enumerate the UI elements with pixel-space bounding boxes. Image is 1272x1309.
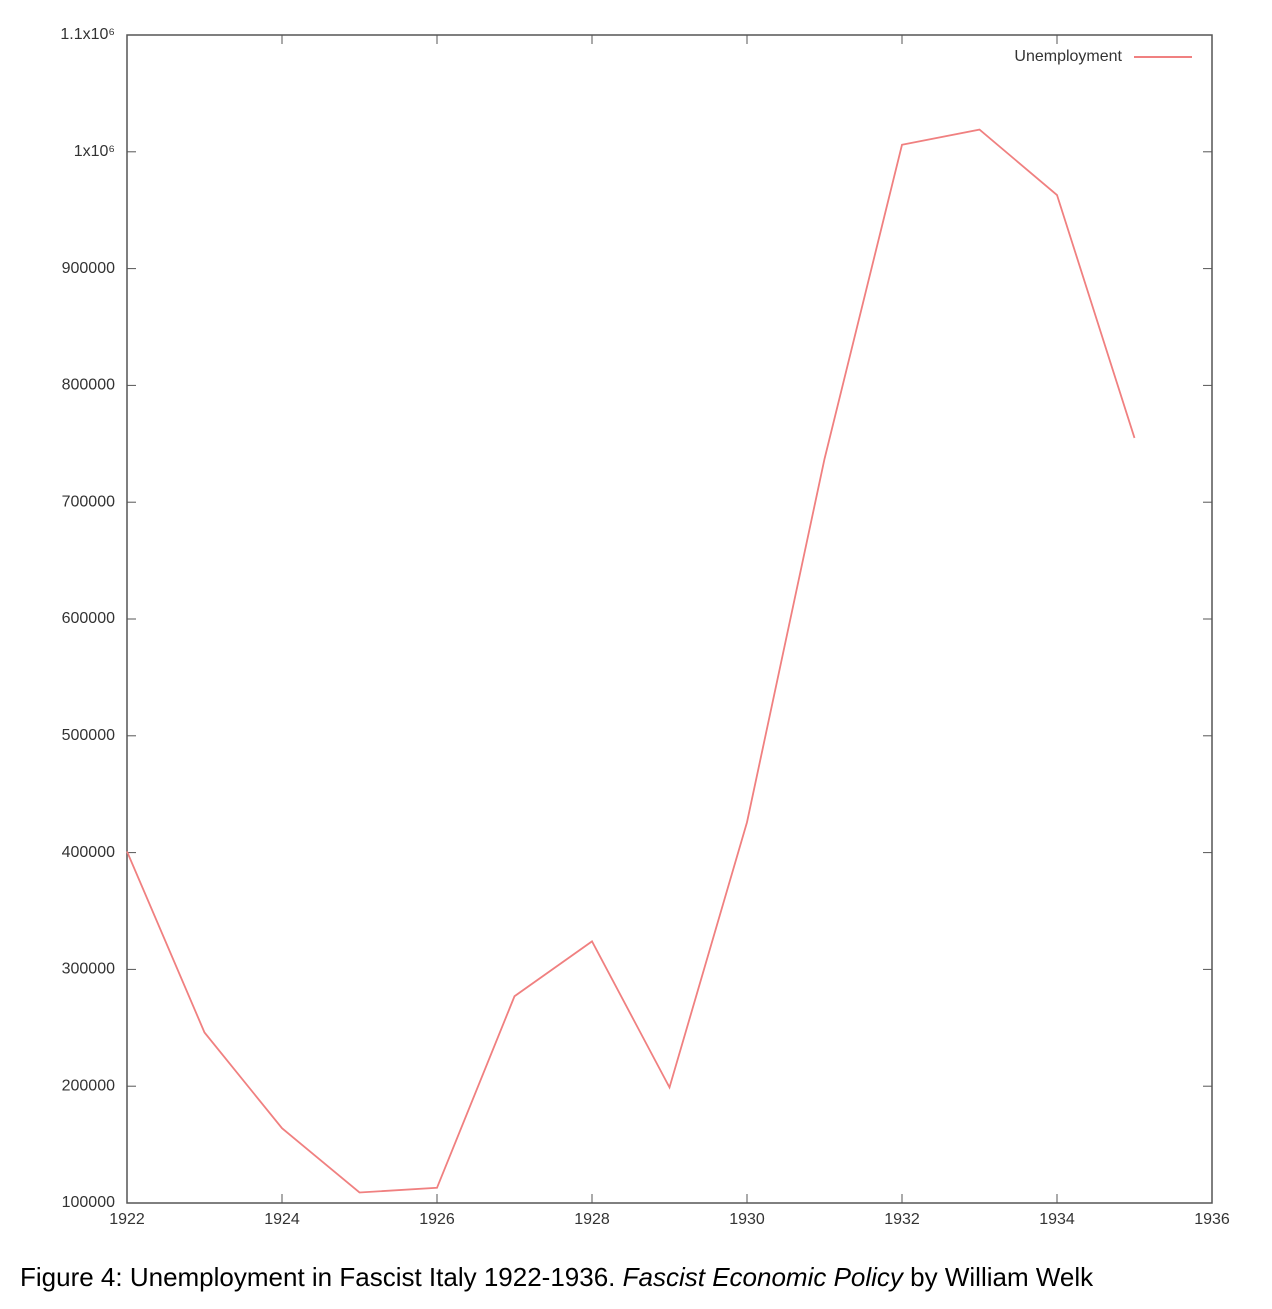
y-tick-label: 600000 xyxy=(62,610,115,627)
plot-frame xyxy=(126,34,1213,1204)
y-tick-label: 100000 xyxy=(62,1194,115,1211)
chart: 100000 200000 300000 400000 500000 600000 7000… xyxy=(60,26,1230,1228)
y-tick-label: 300000 xyxy=(62,961,115,978)
x-tick-label: 1936 xyxy=(1194,1211,1230,1228)
x-tick-label: 1922 xyxy=(109,1211,145,1228)
y-tick-label: 400000 xyxy=(62,844,115,861)
y-tick-label: 500000 xyxy=(62,727,115,744)
y-tick-label: 800000 xyxy=(62,377,115,394)
caption-text: by William Welk xyxy=(902,1262,1094,1292)
y-tick-label: 1x10⁶ xyxy=(74,143,115,160)
y-tick-label: 900000 xyxy=(62,260,115,277)
x-tick-label: 1932 xyxy=(884,1211,920,1228)
line-series xyxy=(126,128,1136,1194)
caption-text: Figure 4: Unemployment in Fascist Italy … xyxy=(20,1262,623,1292)
caption-italic: Fascist Economic Policy xyxy=(622,1262,903,1292)
caption: Figure 4: Unemployment in Fascist Italy … xyxy=(20,1262,1093,1293)
legend-label: Unemployment xyxy=(1014,48,1122,65)
y-tick-label: 200000 xyxy=(62,1077,115,1094)
x-tick-label: 1934 xyxy=(1039,1211,1075,1228)
y-tick-label: 1.1x10⁶ xyxy=(60,26,115,43)
y-tick-label: 700000 xyxy=(62,493,115,510)
x-tick-label: 1926 xyxy=(419,1211,455,1228)
x-tick-label: 1924 xyxy=(264,1211,300,1228)
x-tick-label: 1928 xyxy=(574,1211,610,1228)
x-tick-label: 1930 xyxy=(729,1211,765,1228)
